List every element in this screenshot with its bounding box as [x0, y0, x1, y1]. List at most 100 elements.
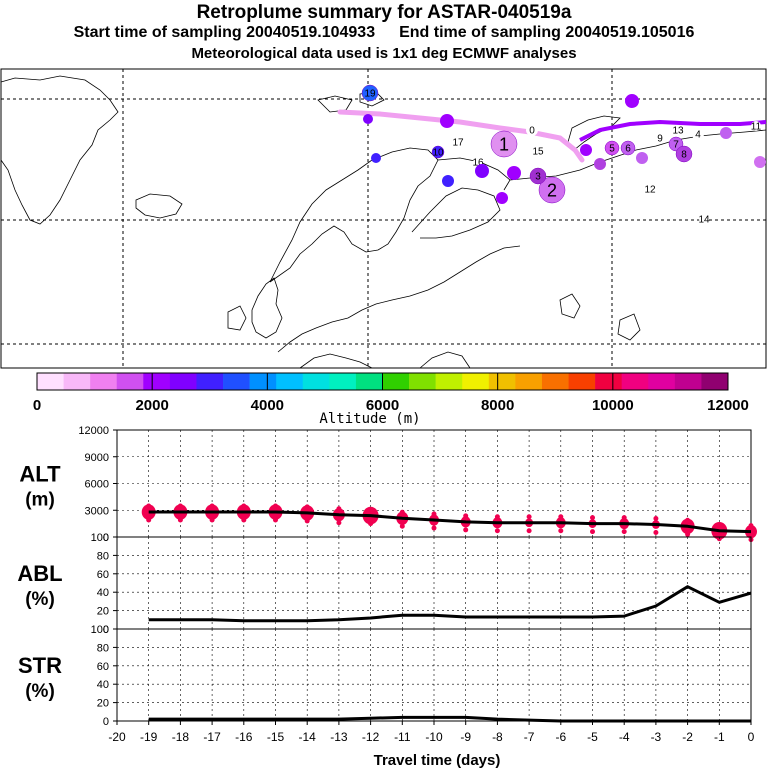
x-tick-label: -7 — [524, 730, 535, 744]
cluster-marker: 17 — [452, 137, 464, 149]
time-series-panels: 12000 9000 6000 3000 0 ALT (m) 100 80 60 40 20 0 ABL (… — [17, 425, 757, 728]
cluster-marker: 6 — [620, 140, 636, 156]
altitude-point — [146, 503, 152, 509]
y-tick-label: 0 — [103, 532, 109, 544]
altitude-point — [716, 522, 722, 528]
cluster-marker: 13 — [672, 125, 684, 137]
cluster-marker: 1 — [490, 130, 518, 158]
y-tick-label: 40 — [97, 679, 109, 691]
series-line — [148, 585, 752, 623]
cluster-label: 12 — [644, 185, 656, 196]
altitude-point — [304, 518, 310, 524]
y-tick-label: 100 — [91, 532, 109, 544]
x-tick-label: -13 — [330, 730, 348, 744]
cluster-label: 17 — [452, 138, 464, 149]
altitude-point — [336, 520, 342, 526]
cluster-label: 2 — [547, 180, 557, 200]
x-tick-label: -19 — [140, 730, 158, 744]
cluster-dot — [636, 152, 648, 164]
cluster-dot — [371, 153, 381, 163]
altitude-point — [463, 513, 469, 519]
travel-time-axis: -20 -19 -18 -17 -16 -15 -14 -13 -12 -11 -10 -9 -8 -7-… — [108, 721, 755, 768]
colorbar-cell — [223, 373, 250, 390]
panel-unit: (%) — [25, 589, 55, 610]
cluster-dot — [625, 94, 639, 108]
altitude-point — [241, 517, 247, 523]
colorbar-cell — [90, 373, 118, 390]
cluster-dot — [475, 164, 489, 178]
cluster-dot — [442, 175, 454, 187]
figure-title: Retroplume summary for ASTAR-040519a — [196, 2, 572, 23]
altitude-point — [368, 507, 374, 513]
altitude-point — [685, 517, 691, 523]
altitude-point — [590, 529, 595, 535]
y-tick-label: 0 — [103, 624, 109, 636]
cluster-label: 4 — [695, 130, 701, 141]
cluster-marker: 9 — [655, 133, 665, 145]
colorbar-cell — [143, 373, 171, 390]
colorbar-cell — [355, 373, 383, 390]
altitude-point — [399, 523, 405, 529]
colorbar-cell — [541, 373, 569, 390]
cluster-label: 8 — [681, 150, 687, 161]
cluster-marker: 11 — [751, 121, 762, 133]
cluster-marker: 19 — [361, 84, 379, 102]
colorbar-tick: 6000 — [366, 397, 399, 414]
cluster-label: 9 — [657, 134, 663, 145]
y-tick-label: 3000 — [85, 505, 109, 517]
altitude-point — [685, 531, 691, 537]
series-line — [148, 510, 752, 534]
colorbar-tick: 8000 — [481, 397, 514, 414]
altitude-point — [558, 514, 564, 520]
cluster-label: 11 — [751, 122, 762, 133]
x-tick-label: -9 — [460, 730, 471, 744]
y-tick-label: 60 — [97, 661, 109, 673]
colorbar-label: Altitude (m) — [319, 411, 420, 427]
end-time: End time of sampling 20040519.105016 — [399, 24, 695, 41]
retroplume-band — [337, 109, 585, 163]
colorbar-cell — [37, 373, 64, 390]
y-tick-label: 80 — [97, 642, 109, 654]
altitude-point — [273, 517, 278, 523]
altitude-point — [368, 521, 374, 527]
colorbar-cell — [648, 373, 676, 390]
colorbar-cell — [196, 373, 224, 390]
x-tick-label: -18 — [172, 730, 190, 744]
y-tick-label: 6000 — [85, 479, 109, 491]
altitude-point — [621, 529, 627, 535]
x-tick-label: -12 — [362, 730, 380, 744]
y-tick-label: 12000 — [78, 425, 109, 437]
y-tick-label: 60 — [97, 569, 109, 581]
cluster-marker: 12 — [644, 184, 656, 196]
altitude-point — [304, 504, 310, 510]
colorbar-tick: 4000 — [251, 397, 284, 414]
altitude-point — [273, 503, 278, 509]
colorbar-cell — [435, 373, 463, 390]
cluster-dot — [496, 192, 508, 204]
altitude-point — [590, 515, 595, 521]
cluster-dot — [363, 114, 373, 124]
colorbar-tick: 10000 — [592, 397, 634, 414]
x-tick-label: -10 — [425, 730, 443, 744]
x-tick-label: -16 — [235, 730, 253, 744]
panel-abl: 100 80 60 40 20 0 ABL (%) — [17, 532, 752, 636]
cluster-dot — [594, 158, 606, 170]
colorbar-cell — [621, 373, 649, 390]
cluster-marker: 0 — [526, 124, 538, 137]
cluster-marker: 14 — [698, 214, 710, 226]
cluster-marker: 10 — [431, 145, 445, 159]
colorbar-cell — [515, 373, 543, 390]
colorbar-tick: 12000 — [707, 397, 749, 414]
cluster-label: 1 — [499, 134, 509, 154]
colorbar-tick: 0 — [33, 397, 41, 414]
panel-unit: (%) — [25, 681, 55, 702]
colorbar-cell — [462, 373, 490, 390]
colorbar-cell — [568, 373, 596, 390]
altitude-colorbar: 0 2000 4000 6000 8000 10000 12000 Altitude (m) — [33, 372, 749, 427]
colorbar-cell — [409, 373, 436, 390]
cluster-label: 16 — [472, 158, 484, 169]
cluster-label: 0 — [529, 126, 535, 137]
x-tick-label: -4 — [619, 730, 630, 744]
